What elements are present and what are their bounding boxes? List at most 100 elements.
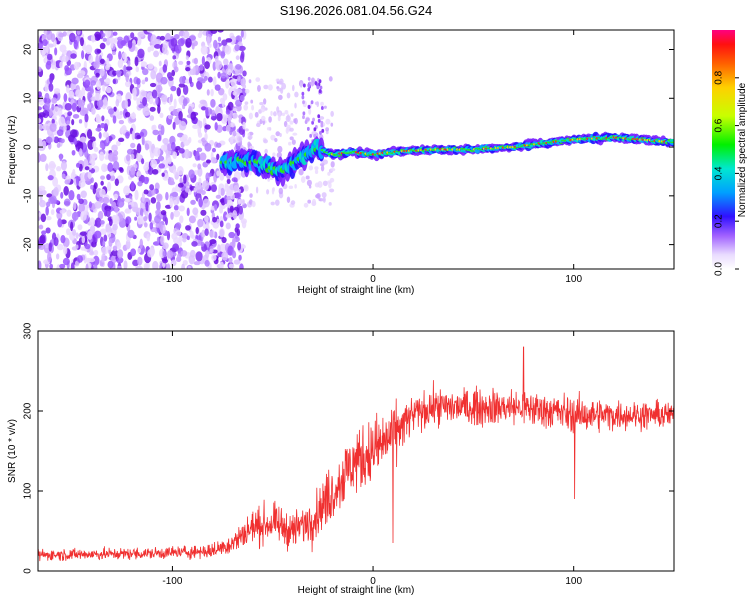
spectrogram-noise-cell: [39, 46, 47, 56]
spectrogram-noise-cell: [130, 153, 135, 160]
spectrogram-noise-cell: [292, 84, 295, 92]
spectrogram-noise-cell: [113, 193, 119, 200]
spectrogram-noise-cell: [119, 167, 124, 173]
spectrogram-noise-cell: [255, 186, 259, 194]
spectrogram-noise-cell: [227, 101, 234, 111]
spectrogram-noise-cell: [59, 263, 66, 269]
spectrogram-noise-cell: [175, 45, 182, 54]
spectrogram-noise-cell: [197, 132, 203, 138]
spectrogram-noise-cell: [54, 47, 58, 56]
spectrogram-noise-cell: [48, 109, 53, 117]
spectrogram-noise-cell: [136, 143, 142, 154]
spectrogram-y-axis-label: Frequency (Hz): [7, 116, 18, 185]
snr-y-ticks: 0 100 200 300: [23, 322, 674, 574]
spectrogram-noise-cell: [105, 37, 111, 46]
spectrogram-noise-cell: [108, 218, 113, 227]
spectrogram-noise-cell: [210, 116, 217, 121]
spectrogram-noise-cell: [158, 60, 162, 67]
spectrogram-noise-cell: [150, 197, 157, 204]
spectrogram-noise-cell: [125, 66, 133, 71]
snr-x-axis-label: Height of straight line (km): [298, 585, 415, 596]
spectrogram-noise-cell: [80, 190, 87, 199]
spectrogram-noise-cell: [204, 228, 209, 237]
colorbar-tick-label: 0.8: [714, 70, 725, 84]
spectrogram-noise-cell: [171, 69, 176, 77]
spectrogram-noise-cell: [294, 102, 297, 109]
spectrogram-noise-cell: [263, 139, 268, 144]
spectrogram-noise-cell: [125, 131, 130, 139]
spectrogram-noise-cell: [38, 185, 46, 191]
spectrogram-noise-cell: [50, 209, 55, 215]
spectrogram-noise-cell: [288, 185, 294, 189]
spectrogram-noise-cell: [306, 126, 310, 131]
spectrogram-noise-cell: [84, 85, 92, 92]
spectrogram-noise-cell: [46, 30, 53, 41]
spectrogram-noise-cell: [300, 176, 306, 184]
spectrogram-noise-cell: [220, 72, 227, 79]
spectrogram-noise-cell: [46, 53, 53, 61]
spectrogram-noise-cell: [216, 153, 220, 160]
spectrogram-noise-cell: [235, 223, 240, 229]
spectrogram-noise-cell: [215, 219, 221, 224]
spectrogram-noise-cell: [75, 175, 80, 186]
snr-series-line: [38, 346, 674, 562]
spectrogram-noise-cell: [84, 243, 91, 250]
spectrogram-noise-cell: [63, 93, 68, 103]
spectrogram-noise-cell: [305, 175, 310, 180]
spectrogram-noise-cell: [66, 209, 72, 217]
spectrogram-noise-cell: [169, 197, 174, 208]
spectrogram-noise-cell: [234, 192, 242, 199]
spectrogram-noise-cell: [80, 210, 87, 221]
spectrogram-signal-cell: [669, 141, 674, 143]
spectrogram-noise-cell: [321, 128, 325, 133]
spectrogram-noise-cell: [307, 105, 311, 110]
spectrogram-noise-cell: [110, 38, 114, 49]
y-tick-label: 100: [23, 482, 34, 499]
spectrogram-noise-cell: [286, 196, 291, 203]
spectrogram-noise-cell: [157, 104, 161, 114]
spectrogram-noise-cell: [199, 152, 207, 161]
spectrogram-noise-cell: [311, 77, 315, 83]
spectrogram-noise-cell: [248, 79, 252, 84]
spectrogram-noise-cell: [190, 199, 196, 205]
spectrogram-noise-cell: [125, 92, 132, 102]
spectrogram-noise-cell: [158, 223, 163, 231]
y-tick-label: 0: [23, 144, 34, 150]
spectrogram-noise-cell: [134, 56, 139, 67]
spectrogram-noise-cell: [165, 191, 169, 201]
spectrogram-noise-cell: [95, 115, 102, 124]
spectrogram-noise-cell: [100, 180, 104, 186]
spectrogram-noise-cell: [39, 234, 46, 245]
spectrogram-noise-cell: [137, 215, 144, 225]
spectrogram-noise-cell: [38, 66, 42, 73]
spectrogram-noise-cell: [140, 90, 147, 97]
spectrogram-noise-cell: [221, 236, 227, 244]
spectrogram-noise-cell: [232, 107, 238, 112]
x-tick-label: -100: [162, 576, 182, 587]
spectrogram-noise-cell: [88, 164, 93, 170]
spectrogram-noise-cell: [250, 99, 254, 104]
spectrogram-noise-cell: [48, 242, 52, 252]
spectrogram-noise-cell: [301, 95, 305, 100]
spectrogram-noise-cell: [155, 209, 160, 215]
spectrogram-noise-cell: [175, 230, 182, 237]
spectrogram-noise-cell: [134, 46, 138, 52]
spectrogram-noise-cell: [137, 181, 143, 187]
spectrogram-noise-cell: [210, 30, 218, 35]
spectrogram-noise-cell: [63, 246, 68, 255]
spectrogram-noise-cell: [136, 78, 141, 85]
spectrogram-noise-cell: [75, 232, 79, 239]
spectrogram-noise-cell: [124, 99, 129, 109]
spectrogram-noise-cell: [39, 195, 43, 203]
spectrogram-noise-cell: [92, 255, 100, 266]
spectrogram-noise-cell: [55, 253, 60, 260]
spectrogram-noise-cell: [285, 115, 291, 123]
spectrogram-noise-cell: [109, 198, 113, 204]
spectrogram-noise-cell: [195, 227, 199, 235]
spectrogram-noise-cell: [303, 202, 309, 208]
spectrogram-noise-cell: [211, 254, 217, 261]
spectrogram-noise-cell: [78, 179, 86, 188]
spectrogram-noise-cell: [160, 76, 168, 85]
spectrogram-noise-cell: [99, 42, 106, 50]
spectrogram-noise-cell: [146, 233, 151, 242]
